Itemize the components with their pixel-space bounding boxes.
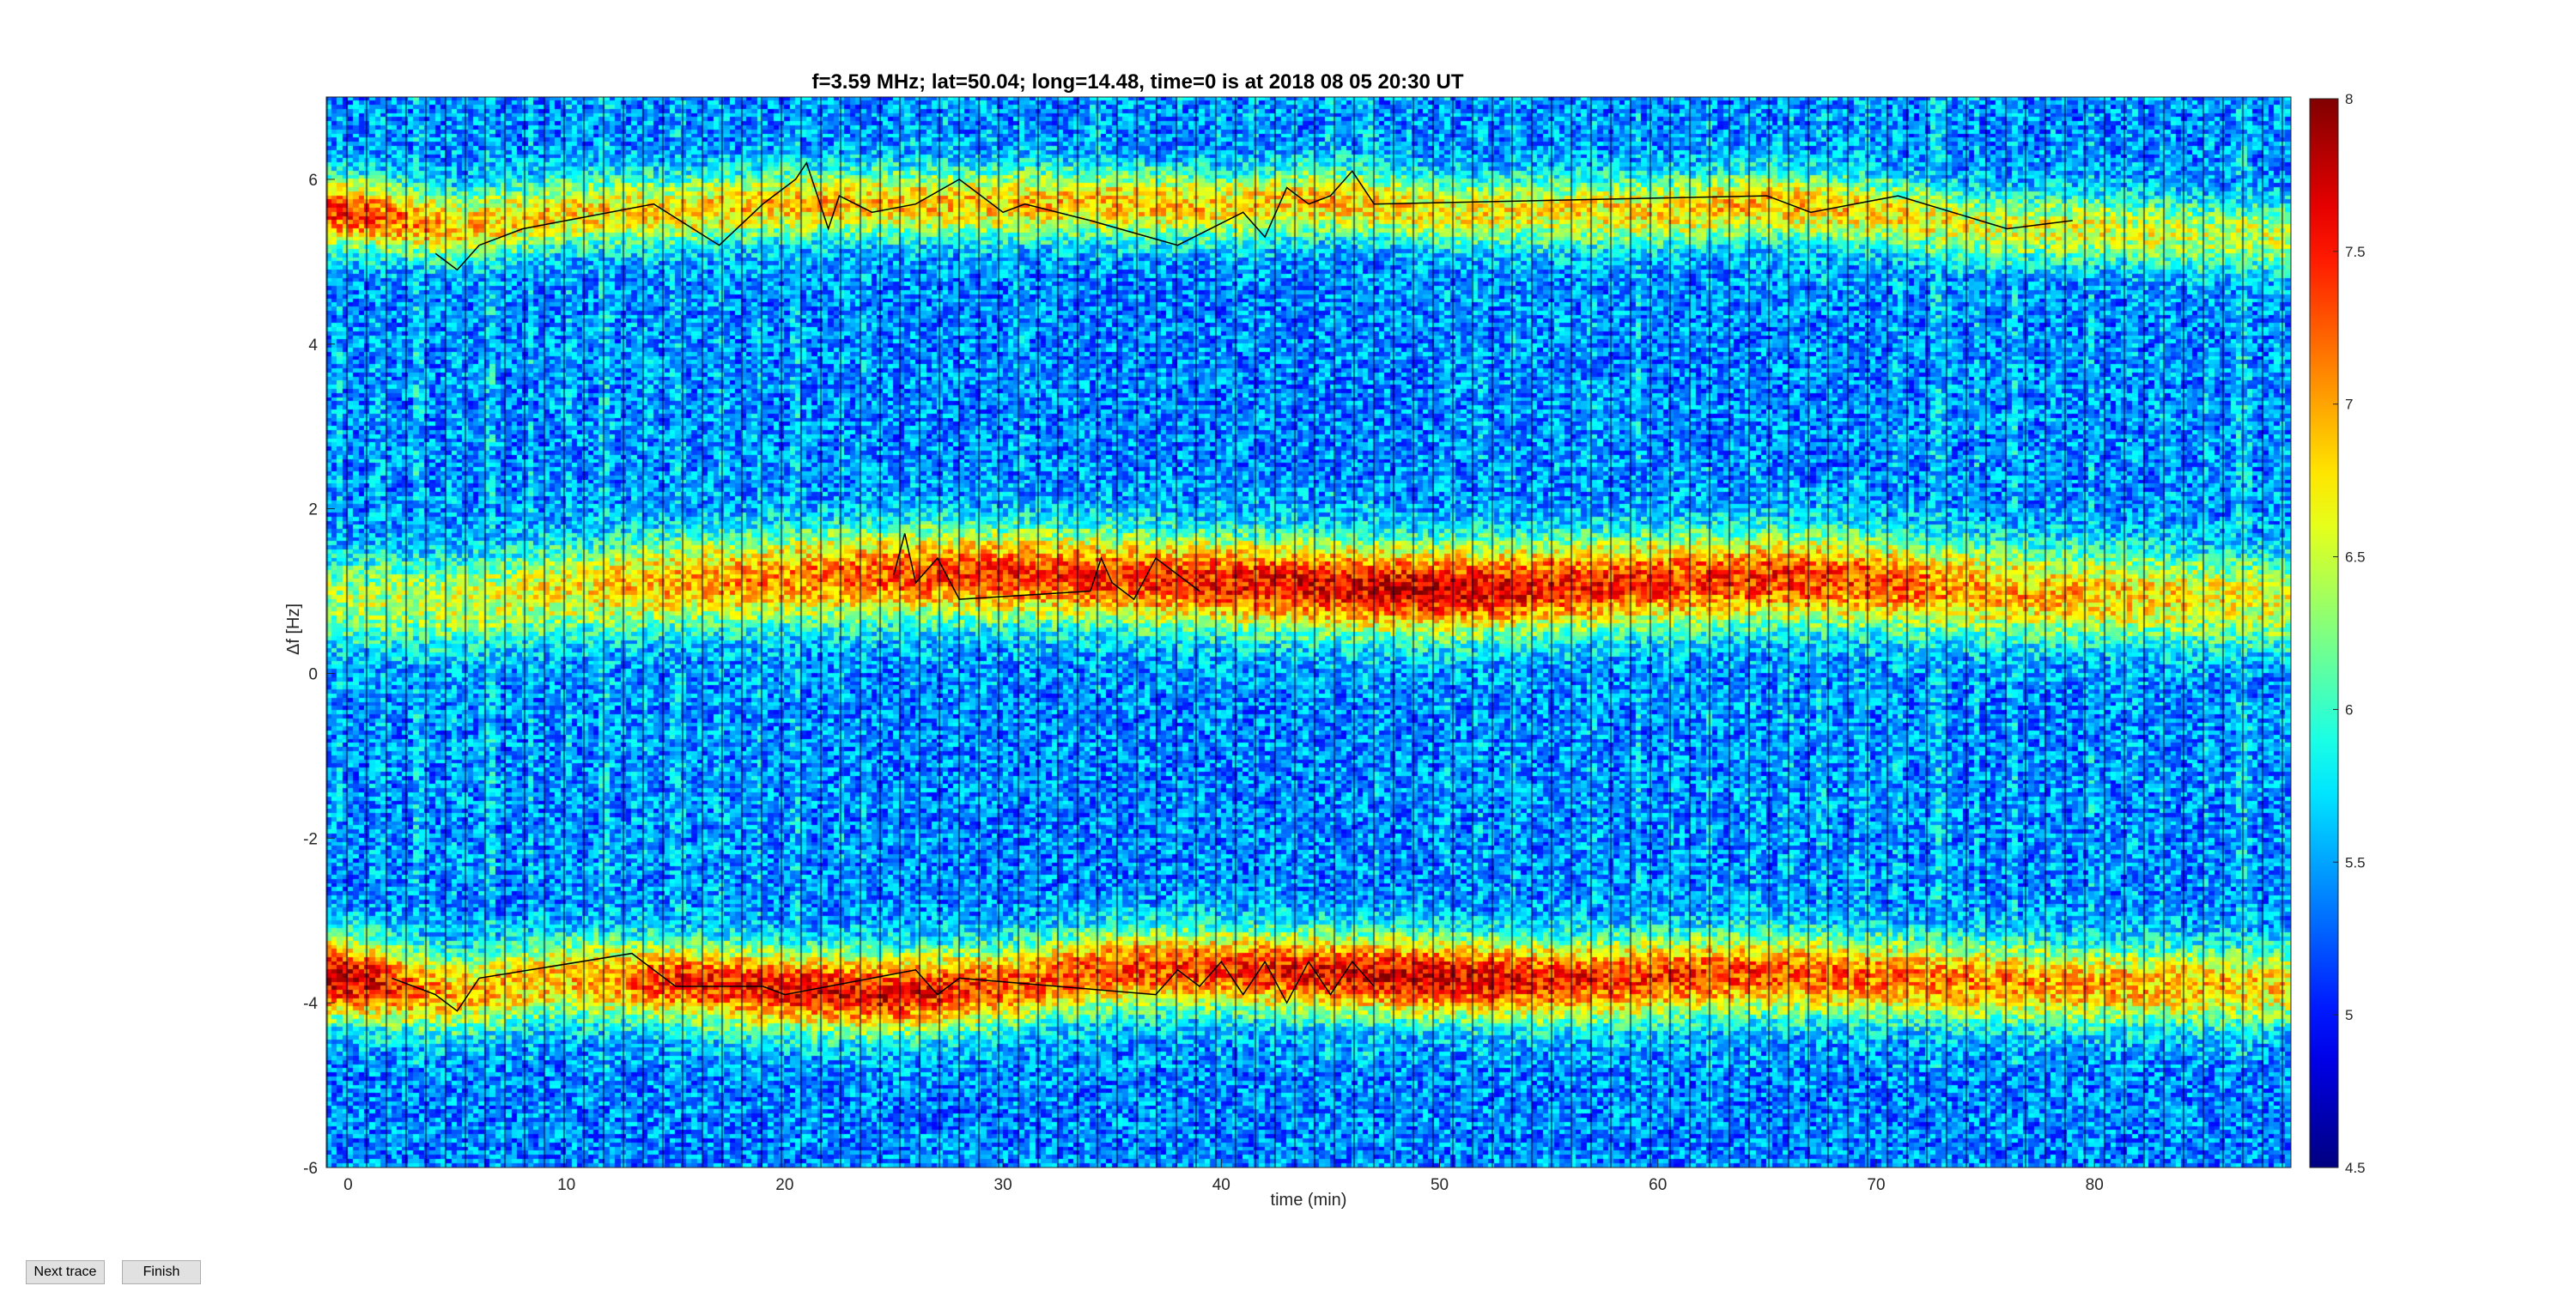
x-tick-label-30: 30 xyxy=(994,1176,1012,1194)
colorbar-tick-label-6.5: 6.5 xyxy=(2345,549,2366,566)
black-trace-1 xyxy=(434,161,2073,271)
x-tick-label-10: 10 xyxy=(557,1176,575,1194)
colorbar: 4.5 5 5.5 6 6.5 7 7.5 8 xyxy=(2309,91,2366,1176)
y-tick-label-4: 4 xyxy=(308,337,318,355)
next-trace-button[interactable]: Next trace xyxy=(26,1260,105,1284)
colorbar-tick-label-7.5: 7.5 xyxy=(2345,244,2366,260)
y-tick-label--2: -2 xyxy=(303,830,318,848)
finish-button[interactable]: Finish xyxy=(122,1260,201,1284)
y-axis-label: Δf [Hz] xyxy=(284,604,303,655)
black-trace-2 xyxy=(893,533,1200,601)
plot-frame xyxy=(325,96,2292,1168)
black-trace-3 xyxy=(392,952,1375,1012)
axes: 0 10 20 30 40 50 60 70 80 -6 -4 -2 0 2 4 6 xyxy=(303,96,2292,1194)
x-tick-label-60: 60 xyxy=(1649,1176,1667,1194)
y-tick-label-0: 0 xyxy=(308,665,318,683)
colorbar-tick-label-5: 5 xyxy=(2345,1007,2353,1023)
y-tick-label--6: -6 xyxy=(303,1160,318,1178)
colorbar-tick-label-6: 6 xyxy=(2345,701,2353,718)
plot-area xyxy=(326,97,2291,1168)
colorbar-gradient xyxy=(2309,98,2339,1168)
chart-title: f=3.59 MHz; lat=50.04; long=14.48, time=… xyxy=(811,70,1463,94)
spectrogram-heatmap xyxy=(326,97,2291,1168)
y-tick-label--4: -4 xyxy=(303,995,318,1013)
y-tick-label-2: 2 xyxy=(308,501,318,519)
y-tick-label-6: 6 xyxy=(308,172,318,190)
x-tick-label-50: 50 xyxy=(1431,1176,1449,1194)
x-tick-label-80: 80 xyxy=(2086,1176,2104,1194)
x-tick-label-0: 0 xyxy=(343,1176,353,1194)
x-tick-label-70: 70 xyxy=(1867,1176,1885,1194)
x-tick-label-20: 20 xyxy=(775,1176,793,1194)
x-axis-label: time (min) xyxy=(1271,1191,1347,1210)
x-tick-label-40: 40 xyxy=(1212,1176,1230,1194)
colorbar-tick-label-5.5: 5.5 xyxy=(2345,854,2366,870)
colorbar-tick-label-7: 7 xyxy=(2345,397,2353,413)
colorbar-tick-label-4.5: 4.5 xyxy=(2345,1160,2366,1176)
colorbar-tick-label-8: 8 xyxy=(2345,91,2353,107)
